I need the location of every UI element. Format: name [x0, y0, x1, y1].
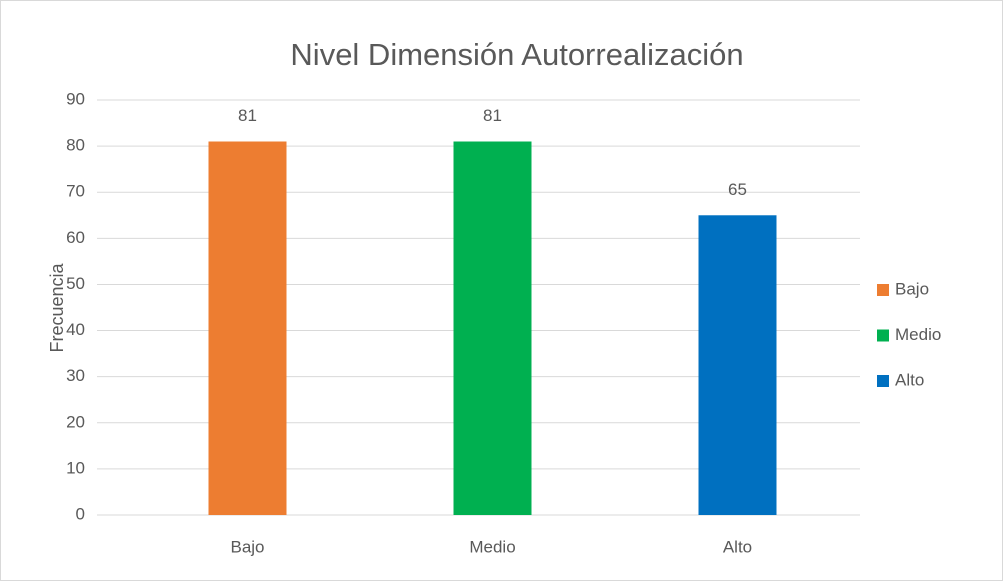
data-label: 65 — [728, 180, 747, 199]
chart-title: Nivel Dimensión Autorrealización — [290, 37, 743, 72]
legend-label: Alto — [895, 370, 924, 389]
bar — [698, 215, 777, 515]
y-tick-label: 50 — [66, 274, 85, 293]
legend-label: Bajo — [895, 279, 929, 298]
legend-swatch — [877, 375, 889, 387]
data-label: 81 — [238, 106, 257, 125]
y-tick-label: 30 — [66, 366, 85, 385]
legend-swatch — [877, 329, 889, 342]
y-axis-label: Frecuencia — [47, 262, 67, 352]
y-tick-label: 20 — [66, 412, 85, 431]
legend-label: Medio — [895, 325, 941, 344]
y-tick-label: 0 — [76, 504, 85, 523]
bar — [453, 141, 532, 515]
bar — [208, 141, 287, 515]
y-tick-label: 40 — [66, 320, 85, 339]
y-tick-label: 80 — [66, 136, 85, 155]
y-tick-label: 90 — [66, 89, 85, 108]
data-label: 81 — [483, 106, 502, 125]
y-tick-label: 10 — [66, 458, 85, 477]
x-tick-label: Bajo — [230, 537, 264, 556]
x-tick-label: Alto — [723, 537, 752, 556]
y-tick-label: 70 — [66, 182, 85, 201]
x-tick-label: Medio — [469, 537, 515, 556]
legend-swatch — [877, 284, 889, 296]
y-tick-label: 60 — [66, 228, 85, 247]
